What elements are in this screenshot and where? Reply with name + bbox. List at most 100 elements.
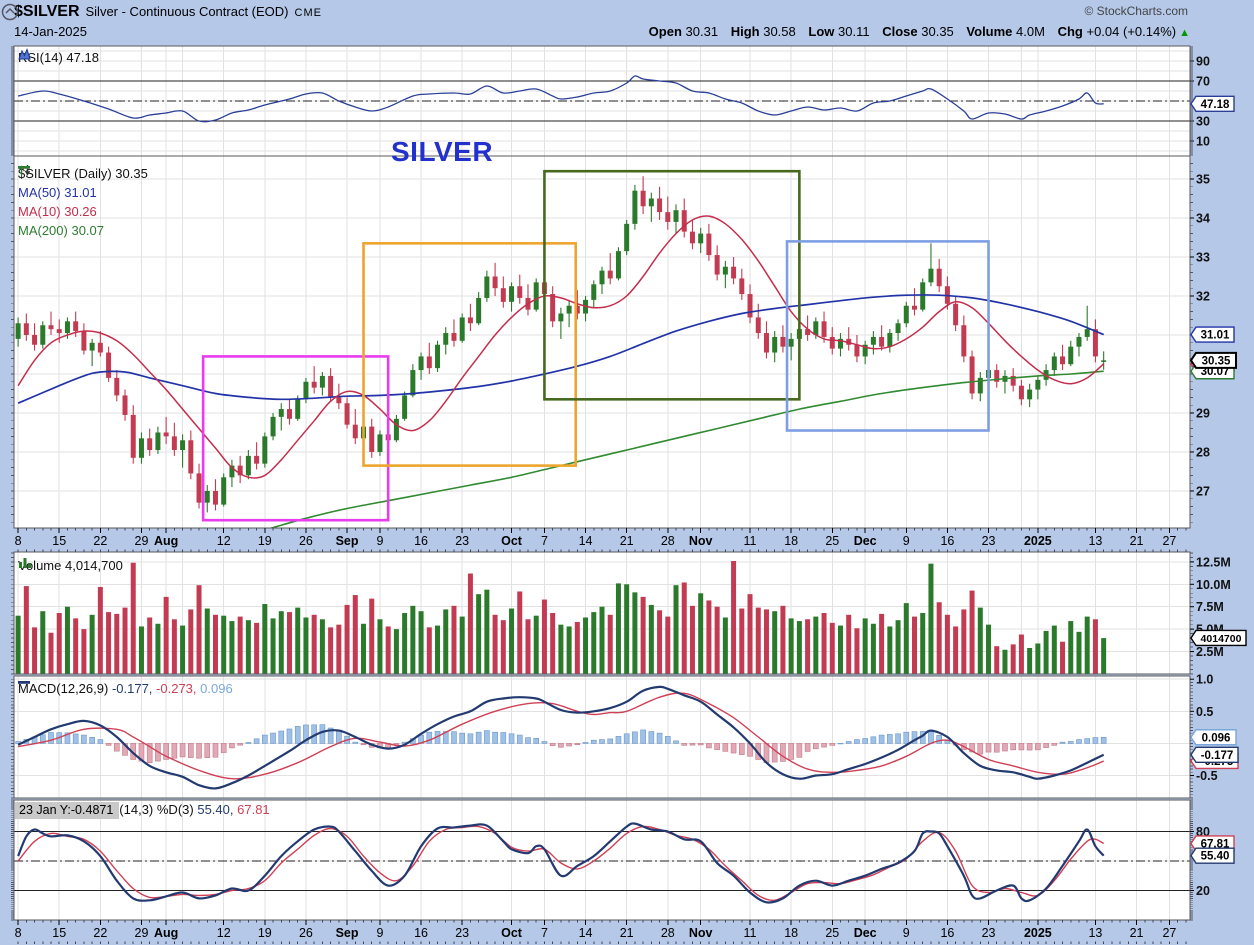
axis-tick-label: 32: [1196, 289, 1210, 303]
date-tick-label: 13: [1088, 534, 1102, 548]
vol-panel-plot[interactable]: [14, 552, 1190, 674]
macd-hist-value-label: [1190, 729, 1237, 746]
volume-bars-icon: [19, 558, 31, 568]
date-tick-label: 23: [982, 534, 996, 548]
open-value: 30.31: [685, 24, 719, 39]
date-axis: 8 15 22 29 Aug 12 19 26 Sep 9 16 23 Oct 7 14 21 28 Nov 11 1…: [15, 528, 1187, 552]
date-tick-label: 18: [784, 926, 798, 940]
ma200-legend[interactable]: MA(200) 30.07: [18, 223, 104, 238]
date-tick-label: 27: [1162, 534, 1176, 548]
date-tick-label: 9: [376, 534, 383, 548]
axis-tick-label: 0.5: [1196, 705, 1213, 719]
date-tick-label: 14: [579, 534, 593, 548]
volume-legend: Volume 4,014,700: [18, 556, 123, 575]
date-tick-label: 15: [52, 926, 66, 940]
date-tick-label: 15: [52, 534, 66, 548]
axis-tick-label: 34: [1196, 212, 1210, 226]
axis-tick-label: 29: [1196, 406, 1210, 420]
low-value: 30.11: [838, 24, 870, 39]
close-value: 30.35: [921, 24, 954, 39]
date-tick-label: 16: [414, 534, 428, 548]
date-tick-label: 26: [299, 926, 313, 940]
rsi-panel-plot[interactable]: [14, 46, 1190, 156]
date-tick-label: Sep: [336, 534, 359, 548]
axis-tick-label: 90: [1196, 55, 1210, 69]
macd-histogram: [15, 724, 1107, 763]
ticker-symbol[interactable]: $SILVER: [14, 3, 80, 20]
date-tick-label: 23: [982, 926, 996, 940]
price-minor-ticks: [11, 163, 1193, 523]
ma50-value-label: [1190, 326, 1235, 343]
macd-legend: MACD(12,26,9) -0.177, -0.273, 0.096: [18, 679, 233, 698]
volume-legend-text[interactable]: Volume 4,014,700: [18, 558, 123, 573]
axis-tick-label: -0.5: [1196, 769, 1218, 783]
date-tick-label: 2025: [1024, 534, 1052, 548]
header-row: $SILVER Silver - Continuous Contract (EOD…: [14, 3, 322, 21]
stoch-d-value-label-text: 67.81: [1201, 838, 1230, 850]
date-tick-label: Oct: [501, 926, 523, 940]
ma200-value-label-text: 30.07: [1201, 366, 1230, 378]
annotation-boxes: [201, 169, 990, 522]
date-tick-label: Nov: [689, 534, 713, 548]
date-tick-label: 23: [455, 926, 469, 940]
axis-tick-label: 33: [1196, 250, 1210, 264]
date-tick-label: 12: [217, 926, 231, 940]
macd-signal-value: -0.273,: [156, 681, 197, 696]
magenta-box[interactable]: [201, 355, 390, 522]
date-tick-label: 25: [825, 926, 839, 940]
stoch-k-value-label-text: 55.40: [1201, 851, 1230, 863]
date-tick-label: 22: [93, 926, 107, 940]
axis-tick-label: 35: [1196, 173, 1210, 187]
chg-value: +0.04 (+0.14%): [1086, 24, 1177, 39]
date-tick-label: Oct: [501, 534, 523, 548]
macd-minor-ticks: [11, 678, 1193, 799]
rsi-legend-text[interactable]: RSI(14) 47.18: [18, 50, 99, 65]
chart-date: 14-Jan-2025: [14, 24, 87, 39]
macd-signal-line: [17, 692, 1104, 780]
volume-value: 4.0M: [1016, 24, 1045, 39]
date-tick-label: 28: [661, 926, 675, 940]
low-label: Low: [808, 24, 835, 39]
stoch-legend-text[interactable]: (14,3) %D(3): [119, 802, 194, 817]
date-tick-label: 21: [620, 534, 634, 548]
macd-hist-value-label-text: 0.096: [1202, 732, 1231, 744]
rsi-value-label: [1190, 95, 1235, 113]
volume-bars: [15, 560, 1107, 674]
axis-tick-label: 10: [1196, 135, 1210, 149]
close-value-label-text: 30.35: [1202, 355, 1231, 367]
date-tick-label: Dec: [854, 534, 877, 548]
date-tick-label: 9: [903, 926, 910, 940]
green-box[interactable]: [543, 169, 801, 401]
stoch-legend: 23 Jan Y:-0.4871 (14,3) %D(3) 55.40, 67.8…: [15, 800, 270, 820]
volume-value-label-text: 4014700: [1201, 633, 1242, 645]
orange-box[interactable]: [362, 242, 577, 467]
axis-tick-label: 27: [1196, 484, 1210, 498]
high-label: High: [730, 24, 760, 39]
collapse-circle-icon[interactable]: [0, 2, 20, 22]
open-label: Open: [648, 24, 682, 39]
date-tick-label: 8: [15, 534, 22, 548]
date-tick-label: Aug: [154, 926, 178, 940]
date-tick-label: 7: [541, 534, 548, 548]
blue-box[interactable]: [785, 240, 990, 432]
ma10-legend[interactable]: MA(10) 30.26: [18, 204, 97, 219]
price-panel-plot[interactable]: [14, 156, 1190, 528]
stoch-panel-bg: [14, 800, 1190, 920]
rsi-legend: RSI(14) 47.18: [18, 48, 99, 67]
ma50-legend[interactable]: MA(50) 31.01: [18, 185, 97, 200]
macd-line: [17, 685, 1105, 790]
date-tick-label: 14: [579, 926, 593, 940]
axis-tick-label: 1.0: [1196, 673, 1213, 687]
stockcharts-credit[interactable]: © StockCharts.com: [1084, 4, 1188, 18]
silver-annotation: SILVER: [391, 136, 494, 167]
vol-minor-ticks: [11, 552, 1193, 675]
date-axis: 8 15 22 29 Aug 12 19 26 Sep 9 16 23 Oct 7 14 21 28 Nov 11 1…: [15, 920, 1187, 944]
date-tick-label: 19: [258, 926, 272, 940]
axis-tick-label: 28: [1196, 445, 1210, 459]
price-legend-text[interactable]: $SILVER (Daily) 30.35: [18, 166, 148, 181]
axis-tick-label: 10.0M: [1196, 578, 1231, 592]
macd-value-label: [1190, 746, 1239, 763]
macd-legend-text[interactable]: MACD(12,26,9): [18, 681, 109, 696]
